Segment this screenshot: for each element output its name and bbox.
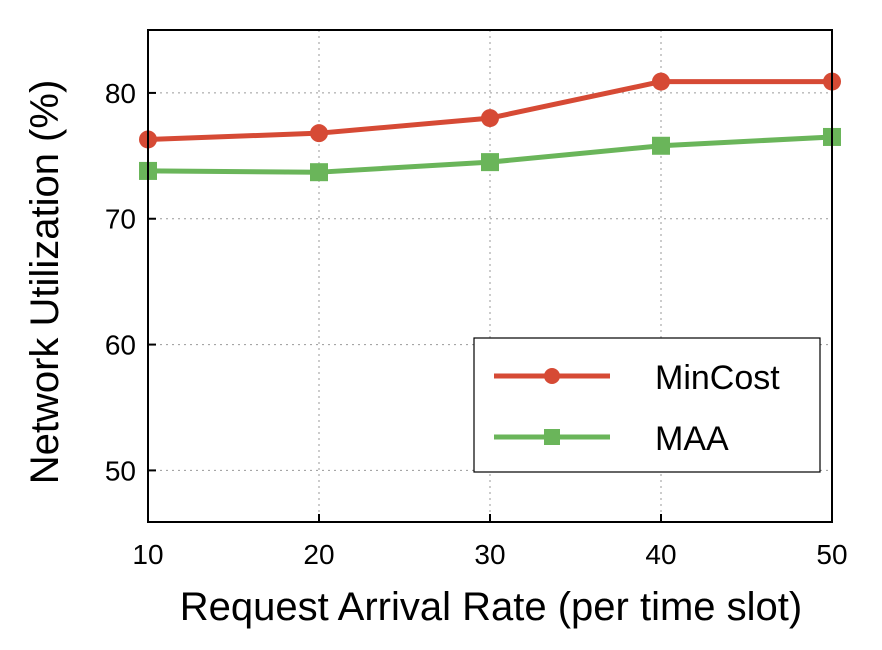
legend-frame [473, 337, 821, 473]
data-point-mincost [652, 72, 670, 91]
tick-layer [147, 91, 833, 522]
x-tick-label: 20 [303, 539, 334, 570]
legend-marker-mincost [544, 368, 560, 384]
data-point-maa [310, 163, 328, 182]
data-point-mincost [481, 109, 499, 128]
y-tick-label: 80 [105, 78, 136, 109]
x-tick-label: 10 [132, 539, 163, 570]
legend-entry-mincost: MinCost [494, 359, 780, 397]
y-tick-label: 50 [105, 455, 136, 486]
x-axis-label: Request Arrival Rate (per time slot) [180, 585, 802, 629]
data-point-maa [481, 153, 499, 172]
legend-label-maa: MAA [655, 420, 729, 458]
data-point-mincost [310, 124, 328, 143]
y-axis-label: Network Utilization (%) [23, 80, 67, 485]
legend-marker-maa [544, 429, 560, 445]
x-tick-label: 30 [474, 539, 505, 570]
tick-labels: 10 20 30 40 50 50 60 70 80 [105, 78, 848, 570]
legend: MinCost MAA [473, 337, 821, 473]
data-point-maa [652, 136, 670, 155]
legend-label-mincost: MinCost [655, 359, 780, 397]
legend-entry-maa: MAA [494, 420, 729, 458]
x-tick-label: 40 [645, 539, 676, 570]
y-tick-label: 60 [105, 330, 136, 361]
series-layer [139, 72, 841, 182]
y-tick-label: 70 [105, 204, 136, 235]
x-tick-label: 50 [816, 539, 847, 570]
